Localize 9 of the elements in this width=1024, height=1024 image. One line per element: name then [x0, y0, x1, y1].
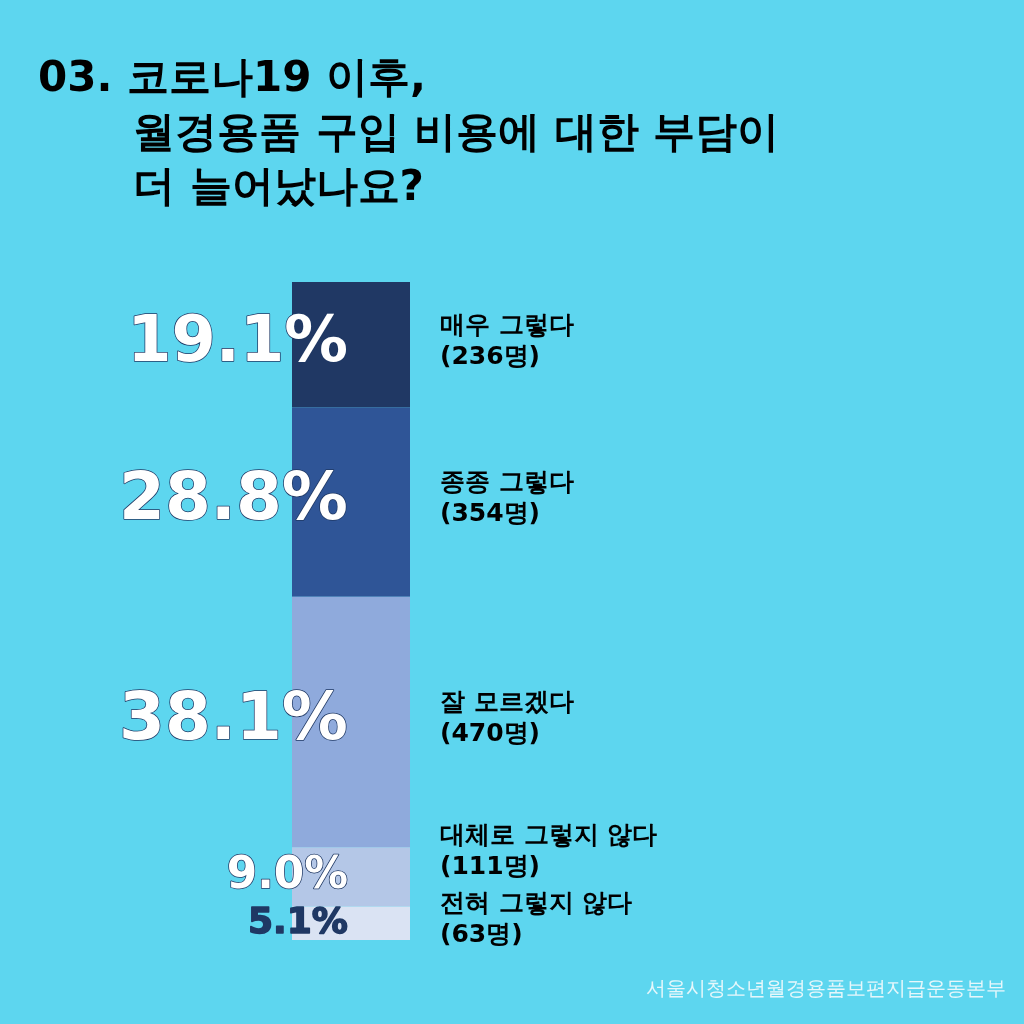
text: 서울시청소년월경용품보편지급운동본부 [646, 975, 1006, 1002]
chart-title: 03. 코로나19 이후, 월경용품 구입 비용에 대한 부담이 더 늘어났나요? [38, 51, 780, 213]
data-label: 38.1% [119, 678, 348, 756]
data-label: 9.0% [226, 847, 348, 899]
series-label: 대체로 그렇지 않다 (111명) [440, 820, 658, 881]
series-label: 종종 그렇다 (354명) [440, 467, 574, 528]
series-label: 전혀 그렇지 않다 (63명) [440, 888, 633, 949]
series-label: 매우 그렇다 (236명) [440, 309, 574, 370]
series-label: 잘 모르겠다 (470명) [440, 687, 574, 748]
